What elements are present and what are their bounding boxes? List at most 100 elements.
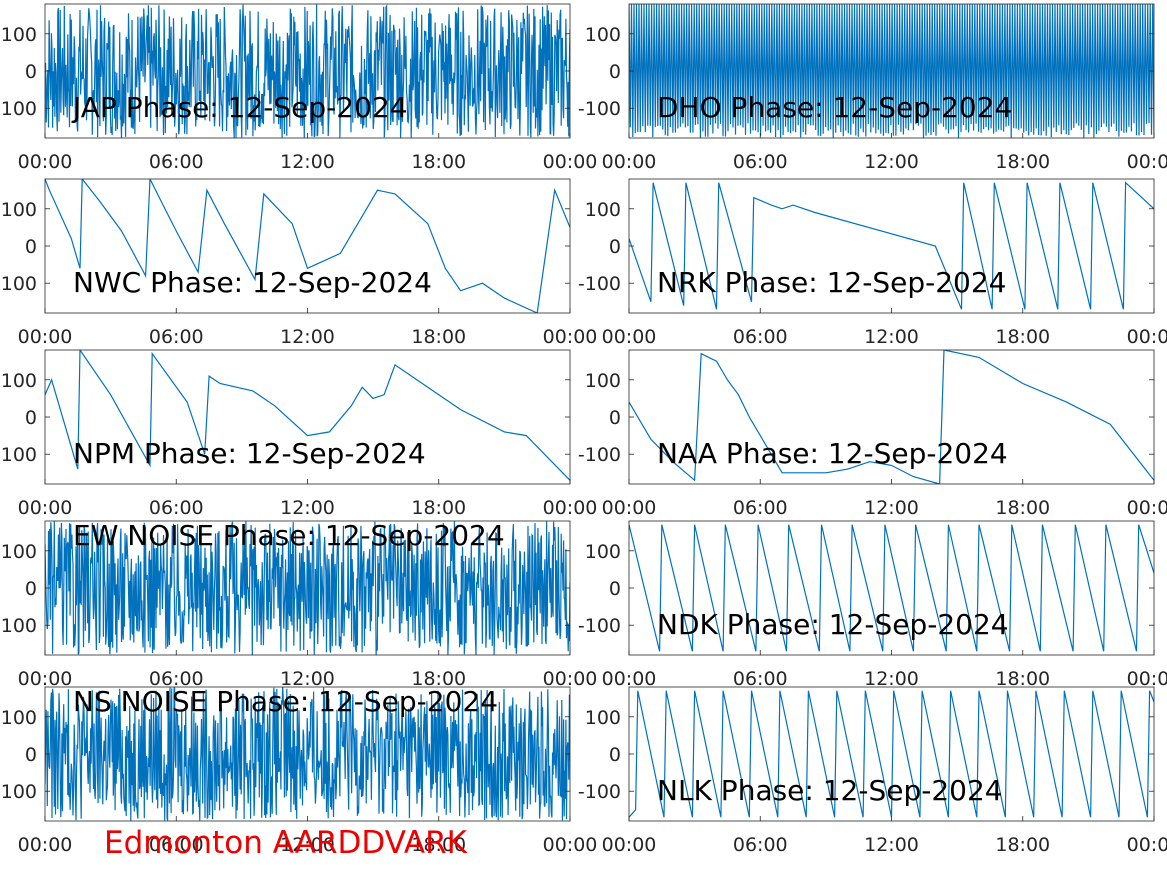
phase-series-line — [45, 350, 570, 481]
panel-title: NLK Phase: 12-Sep-2024 — [657, 774, 1003, 807]
y-tick-label: -100 — [0, 273, 37, 295]
panel-5: 100 0 -100 00:00 06:00 12:00 18:00 00:00 NPM Pha… — [0, 349, 598, 519]
y-tick-label: 0 — [25, 61, 37, 83]
y-tick-label: -100 — [0, 98, 37, 120]
x-tick-label: 00:00 — [1127, 668, 1167, 690]
x-tick-label: 00:00 — [602, 497, 657, 519]
x-tick-label: 00:00 — [18, 326, 73, 348]
x-tick-label: 00:00 — [602, 326, 657, 348]
x-tick-label: 06:00 — [733, 668, 788, 690]
panel-1: 100 0 -100 00:00 06:00 12:00 18:00 00:00 JAP Pha… — [0, 3, 598, 173]
x-tick-label: 00:00 — [18, 151, 73, 173]
x-tick-label: 00:00 — [18, 497, 73, 519]
y-tick-label: -100 — [0, 781, 37, 803]
x-tick-label: 00:00 — [543, 668, 598, 690]
panel-title: NAA Phase: 12-Sep-2024 — [657, 437, 1008, 470]
y-tick-label: 100 — [585, 199, 621, 221]
x-tick-label: 00:00 — [602, 668, 657, 690]
x-tick-label: 12:00 — [864, 834, 919, 856]
panel-title: JAP Phase: 12-Sep-2024 — [71, 91, 408, 124]
y-tick-label: 100 — [1, 199, 37, 221]
panel-title: NDK Phase: 12-Sep-2024 — [657, 608, 1009, 641]
y-tick-label: 0 — [609, 578, 621, 600]
x-tick-label: 18:00 — [411, 151, 466, 173]
y-tick-label: 0 — [609, 61, 621, 83]
x-tick-label: 06:00 — [149, 151, 204, 173]
x-tick-label: 12:00 — [280, 151, 335, 173]
panel-9: 100 0 -100 00:00 06:00 12:00 18:00 00:00 NS NOIS… — [0, 685, 597, 856]
y-tick-label: 0 — [25, 236, 37, 258]
x-tick-label: 18:00 — [995, 834, 1050, 856]
phase-series-line — [45, 521, 570, 655]
phase-series-line — [629, 524, 1154, 652]
panel-6: 100 0 -100 00:00 06:00 12:00 18:00 00:00 NAA Pha… — [578, 349, 1167, 519]
x-tick-label: 18:00 — [411, 497, 466, 519]
phase-series-line — [45, 4, 570, 138]
x-tick-label: 00:00 — [543, 151, 598, 173]
x-tick-label: 12:00 — [864, 668, 919, 690]
x-tick-label: 00:00 — [543, 834, 598, 856]
y-tick-label: 0 — [609, 236, 621, 258]
panel-8: 100 0 -100 00:00 06:00 12:00 18:00 00:00 NDK Pha… — [578, 520, 1167, 690]
x-tick-label: 00:00 — [18, 834, 73, 856]
y-tick-label: -100 — [0, 615, 37, 637]
y-tick-label: 100 — [585, 24, 621, 46]
phase-series-line — [45, 687, 570, 821]
panel-title: NRK Phase: 12-Sep-2024 — [657, 266, 1006, 299]
panel-7: 100 0 -100 00:00 06:00 12:00 18:00 00:00 EW NOIS… — [0, 519, 597, 690]
panel-title: EW NOISE Phase: 12-Sep-2024 — [73, 519, 505, 552]
y-tick-label: 100 — [1, 541, 37, 563]
x-tick-label: 06:00 — [149, 668, 204, 690]
x-tick-label: 18:00 — [995, 151, 1050, 173]
x-tick-label: 06:00 — [733, 497, 788, 519]
x-tick-label: 12:00 — [864, 326, 919, 348]
x-tick-label: 00:00 — [1127, 497, 1167, 519]
phase-series-line — [629, 350, 1154, 484]
y-tick-label: -100 — [578, 98, 621, 120]
x-tick-label: 00:00 — [18, 668, 73, 690]
x-tick-label: 18:00 — [411, 326, 466, 348]
x-tick-label: 18:00 — [411, 668, 466, 690]
y-tick-label: 100 — [1, 370, 37, 392]
x-tick-label: 06:00 — [733, 151, 788, 173]
y-tick-label: -100 — [578, 273, 621, 295]
x-tick-label: 00:00 — [543, 326, 598, 348]
x-tick-label: 00:00 — [1127, 151, 1167, 173]
y-tick-label: 0 — [25, 407, 37, 429]
x-tick-label: 00:00 — [602, 834, 657, 856]
y-tick-label: 0 — [609, 407, 621, 429]
y-tick-label: -100 — [578, 615, 621, 637]
x-tick-label: 00:00 — [602, 151, 657, 173]
x-tick-label: 06:00 — [149, 497, 204, 519]
x-tick-label: 12:00 — [280, 668, 335, 690]
panel-title: NPM Phase: 12-Sep-2024 — [73, 437, 426, 470]
x-tick-label: 12:00 — [280, 834, 335, 856]
x-tick-label: 06:00 — [733, 326, 788, 348]
x-tick-label: 00:00 — [543, 497, 598, 519]
phase-series-line — [629, 690, 1154, 818]
x-tick-label: 12:00 — [280, 326, 335, 348]
x-tick-label: 18:00 — [411, 834, 466, 856]
phase-series-line — [45, 179, 570, 313]
y-tick-label: -100 — [578, 444, 621, 466]
x-tick-label: 12:00 — [864, 151, 919, 173]
x-tick-label: 00:00 — [1127, 834, 1167, 856]
panel-2: 100 0 -100 00:00 06:00 12:00 18:00 00:00 DHO Pha… — [578, 3, 1167, 173]
y-tick-label: 0 — [609, 744, 621, 766]
y-tick-label: 0 — [25, 578, 37, 600]
panel-title: DHO Phase: 12-Sep-2024 — [657, 91, 1012, 124]
x-tick-label: 18:00 — [995, 668, 1050, 690]
x-tick-label: 06:00 — [149, 326, 204, 348]
phase-series-line — [629, 4, 1154, 138]
phase-series-line — [629, 181, 1154, 310]
panel-4: 100 0 -100 00:00 06:00 12:00 18:00 00:00 NRK Pha… — [578, 178, 1167, 348]
station-label: Edmonton AARDDVARK — [104, 825, 468, 861]
x-tick-label: 00:00 — [1127, 326, 1167, 348]
x-tick-label: 18:00 — [995, 497, 1050, 519]
y-tick-label: 100 — [1, 24, 37, 46]
x-tick-label: 12:00 — [864, 497, 919, 519]
panel-title: NS NOISE Phase: 12-Sep-2024 — [73, 685, 498, 718]
x-tick-label: 06:00 — [149, 834, 204, 856]
x-tick-label: 06:00 — [733, 834, 788, 856]
